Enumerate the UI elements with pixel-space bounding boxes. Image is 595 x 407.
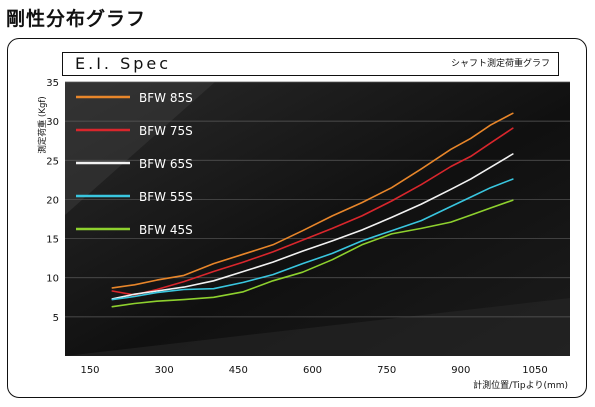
page-title: 剛性分布グラフ bbox=[6, 8, 147, 30]
plot-sheen-lower bbox=[65, 298, 570, 356]
legend-label: BFW 75S bbox=[139, 124, 193, 138]
series-layer bbox=[111, 112, 514, 308]
x-tick-label: 450 bbox=[229, 365, 248, 376]
y-tick-label: 30 bbox=[46, 117, 59, 128]
y-tick-label: 5 bbox=[53, 313, 59, 324]
y-tick-label: 10 bbox=[46, 274, 59, 285]
x-tick-label: 150 bbox=[80, 365, 99, 376]
y-axis-label: 測定荷重 (Kgf) bbox=[37, 96, 48, 153]
chart-subtitle: シャフト測定荷重グラフ bbox=[450, 59, 550, 69]
legend-label: BFW 55S bbox=[139, 190, 193, 204]
series-line bbox=[111, 153, 514, 300]
x-tick-label: 300 bbox=[155, 365, 174, 376]
x-tick-label: 750 bbox=[377, 365, 396, 376]
chart-title: E.I. Spec bbox=[75, 54, 172, 73]
x-axis-label: 計測位置/Tipより(mm) bbox=[473, 379, 568, 391]
y-tick-label: 15 bbox=[46, 235, 59, 246]
plot-sheen bbox=[65, 82, 215, 215]
y-tick-label: 20 bbox=[46, 195, 59, 206]
series-line bbox=[111, 178, 514, 301]
series-line bbox=[111, 199, 514, 308]
x-tick-label: 1050 bbox=[522, 365, 547, 376]
y-tick-label: 25 bbox=[46, 156, 59, 167]
x-tick-label: 900 bbox=[451, 365, 470, 376]
axes: 5 10 15 20 25 30 35 150 300 450 600 750 900 1050 bbox=[46, 78, 547, 376]
legend-label: BFW 45S bbox=[139, 223, 193, 237]
x-tick-label: 600 bbox=[303, 365, 322, 376]
legend-label: BFW 65S bbox=[139, 157, 193, 171]
y-tick-label: 35 bbox=[46, 78, 59, 89]
grid bbox=[65, 81, 570, 318]
legend-label: BFW 85S bbox=[139, 91, 193, 105]
spec-header: E.I. Spec シャフト測定荷重グラフ bbox=[62, 52, 559, 76]
series-line bbox=[111, 112, 514, 289]
legend: BFW 85S BFW 75S BFW 65S BFW 55S BFW 45S bbox=[76, 91, 193, 237]
series-line bbox=[111, 127, 514, 296]
